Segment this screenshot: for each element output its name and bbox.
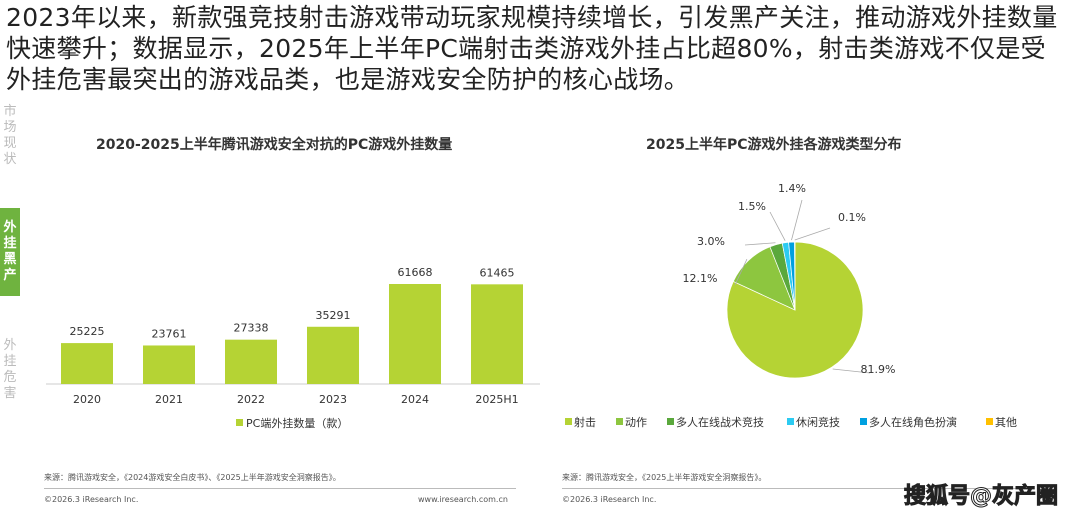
x-tick-label: 2021	[155, 393, 183, 406]
x-tick-label: 2025H1	[475, 393, 518, 406]
bar-value-label: 61465	[480, 266, 515, 279]
bar-value-label: 61668	[398, 266, 433, 279]
bar	[307, 326, 359, 384]
x-tick-label: 2020	[73, 393, 101, 406]
legend-label: 射击	[574, 415, 596, 429]
bar	[225, 339, 277, 384]
bar-value-label: 27338	[234, 322, 269, 335]
bar	[471, 284, 523, 384]
bar	[61, 343, 113, 384]
bar-value-label: 35291	[316, 309, 351, 322]
source-right: 来源：腾讯游戏安全，《2025上半年游戏安全洞察报告》。	[562, 473, 767, 482]
legend-swatch	[236, 419, 243, 426]
slice-label: 1.4%	[778, 182, 806, 195]
divider	[44, 488, 516, 489]
leader-line	[794, 227, 831, 241]
legend-swatch	[616, 418, 623, 425]
copyright-left: ©2026.3 iResearch Inc.	[44, 495, 139, 504]
leader-line	[769, 211, 786, 241]
legend-swatch	[787, 418, 794, 425]
bar	[143, 345, 195, 384]
bar-value-label: 25225	[70, 325, 105, 338]
divider	[562, 488, 1032, 489]
sidebar-item-market[interactable]: 市场现状	[3, 104, 17, 167]
x-tick-label: 2022	[237, 393, 265, 406]
legend-label: PC端外挂数量（款）	[246, 416, 348, 430]
slice-label: 3.0%	[697, 235, 725, 248]
headline: 2023年以来，新款强竞技射击游戏带动玩家规模持续增长，引发黑产关注，推动游戏外…	[6, 3, 1058, 94]
slice-label: 81.9%	[861, 363, 896, 376]
legend-swatch	[565, 418, 572, 425]
slice-label: 12.1%	[683, 272, 718, 285]
slice-label: 0.1%	[838, 211, 866, 224]
leader-line	[791, 199, 803, 241]
copyright-right: ©2026.3 iResearch Inc.	[562, 495, 657, 504]
legend-swatch	[860, 418, 867, 425]
leader-line	[832, 368, 871, 374]
x-tick-label: 2024	[401, 393, 429, 406]
legend-swatch	[986, 418, 993, 425]
legend-label: 其他	[995, 416, 1017, 429]
website-left[interactable]: www.iresearch.com.cn	[418, 495, 508, 504]
leader-line	[734, 258, 748, 286]
sidebar-item-cheat-harm[interactable]: 外挂危害	[3, 338, 17, 401]
bar	[389, 284, 441, 384]
x-tick-label: 2023	[319, 393, 347, 406]
legend-label: 休闲竞技	[796, 415, 840, 429]
pie-chart-title: 2025上半年PC游戏外挂各游戏类型分布	[646, 137, 902, 153]
legend-swatch	[667, 418, 674, 425]
legend-label: 动作	[625, 416, 647, 429]
watermark: 搜狐号@灰产圈	[903, 484, 1058, 510]
legend-label: 多人在线战术竞技	[676, 415, 764, 429]
bar-value-label: 23761	[152, 327, 187, 340]
legend-label: 多人在线角色扮演	[869, 415, 957, 429]
slice-label: 1.5%	[738, 200, 766, 213]
source-left: 来源：腾讯游戏安全，《2024游戏安全白皮书》、《2025上半年游戏安全洞察报告…	[44, 473, 341, 482]
leader-line	[744, 242, 776, 246]
sidebar-item-cheat-blackmarket[interactable]: 外挂黑产	[0, 208, 20, 296]
bar-chart-title: 2020-2025上半年腾讯游戏安全对抗的PC游戏外挂数量	[96, 137, 453, 153]
